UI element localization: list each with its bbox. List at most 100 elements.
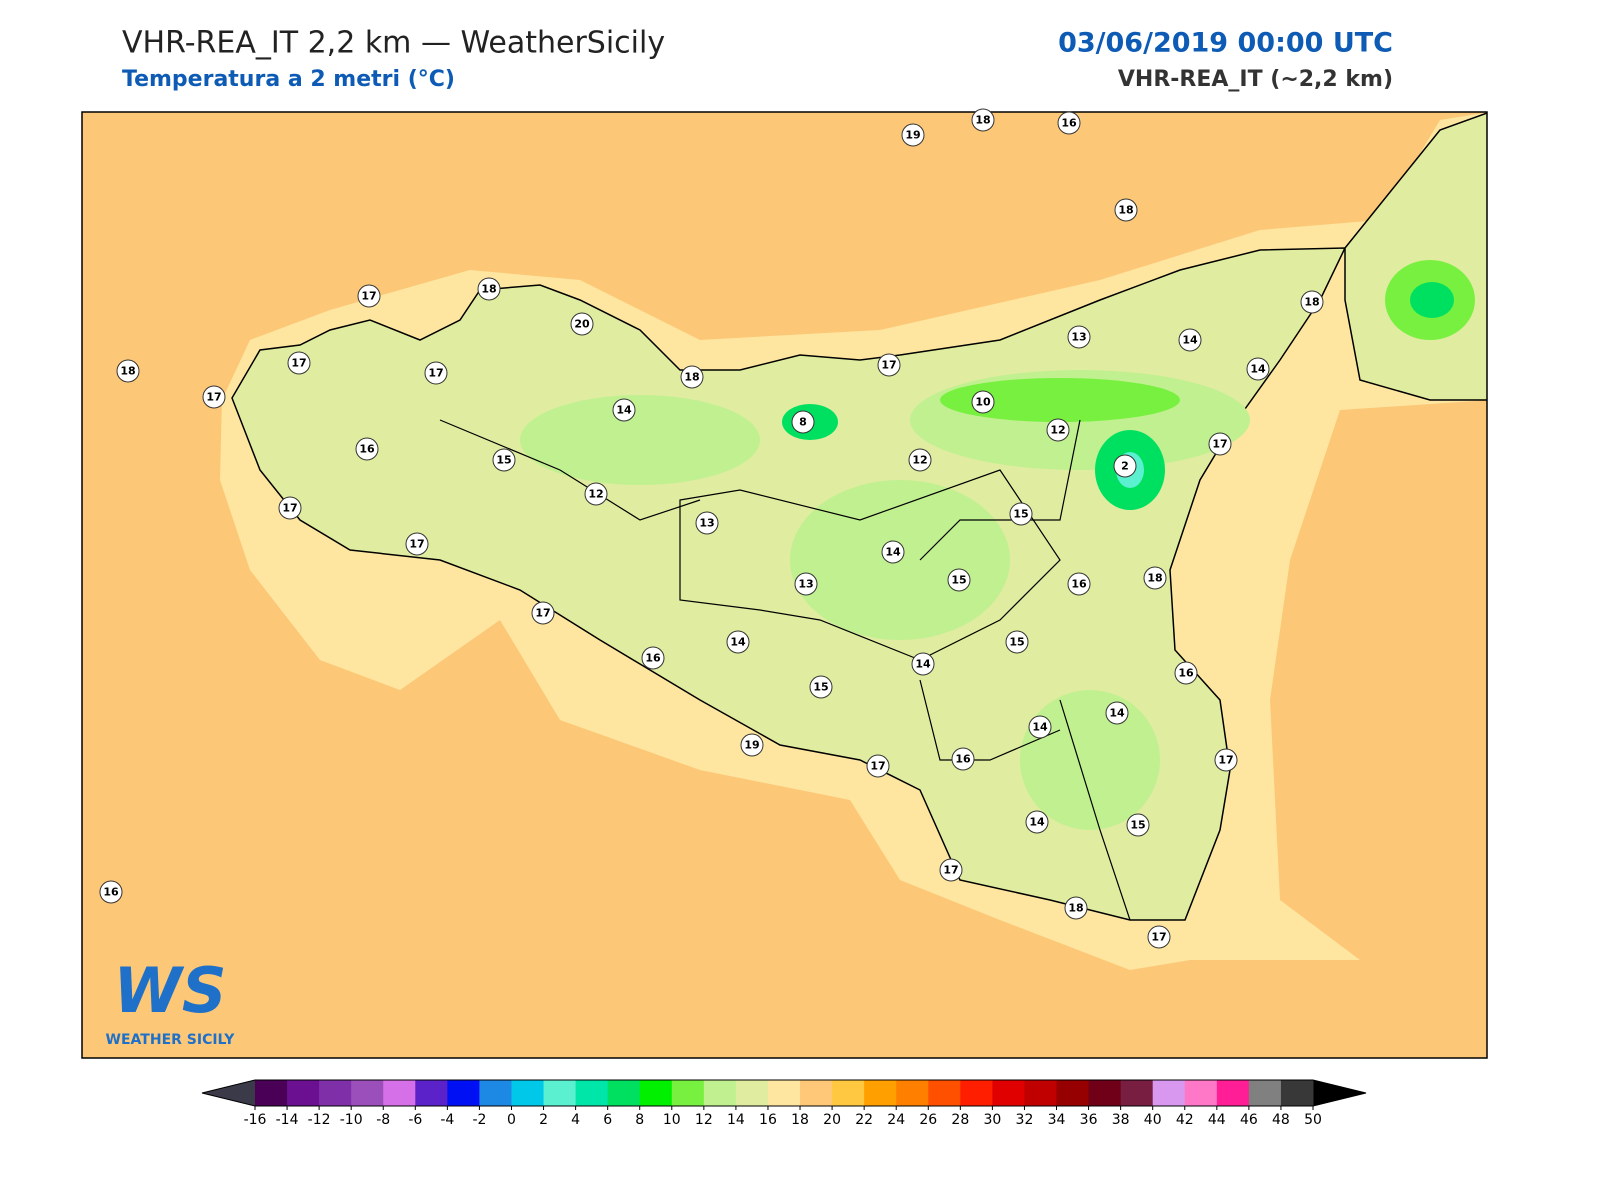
colorbar-tick-label: -2 [472,1112,486,1128]
station: 2 [1113,454,1137,478]
station-marker [866,754,890,778]
station: 14 [1028,715,1052,739]
station-marker [1246,357,1270,381]
station-value: 19 [744,739,759,752]
station-marker [584,482,608,506]
station-marker [1009,502,1033,526]
stations: 19 18 16 18 17 18 20 18 17 17 17 18 17 13 14 18 14 14 8 10 1… [99,108,1324,949]
station-value: 18 [1118,204,1133,217]
station-marker [901,123,925,147]
station-marker [357,284,381,308]
colorbar-tick-label: 16 [759,1112,777,1128]
station-marker [1113,454,1137,478]
station-marker [287,351,311,375]
colorbar-tick-label: 8 [635,1112,644,1128]
colorbar-cell [896,1080,929,1106]
colorbar-tick-label: 4 [571,1112,580,1128]
station-marker [531,601,555,625]
station: 18 [680,365,704,389]
station: 14 [726,630,750,654]
station: 17 [877,353,901,377]
station: 17 [1208,432,1232,456]
colorbar-tick-label: -6 [408,1112,422,1128]
station-value: 17 [1218,754,1233,767]
colorbar-cell [1088,1080,1122,1106]
station: 17 [1147,925,1171,949]
station: 13 [1067,325,1091,349]
colorbar-tick-label: 14 [727,1112,745,1128]
colorbar-cell [671,1080,705,1106]
station: 18 [1300,290,1324,314]
station: 10 [971,390,995,414]
station: 16 [355,437,379,461]
station-marker [1028,715,1052,739]
station-marker [492,448,516,472]
colorbar-tick-label: -10 [340,1112,363,1128]
station-value: 16 [1178,667,1194,680]
station-marker [99,880,123,904]
station: 17 [287,351,311,375]
colorbar-tick-label: 18 [791,1112,809,1128]
station-value: 12 [912,454,927,467]
subtitle: Temperatura a 2 metri (°C) [122,67,455,92]
station-marker [355,437,379,461]
station-marker [971,108,995,132]
station: 14 [612,398,636,422]
station-marker [809,675,833,699]
station-marker [794,572,818,596]
station: 20 [570,312,594,336]
map-area [81,111,1488,1059]
station-marker [424,361,448,385]
colorbar-tick-label: 48 [1272,1112,1290,1128]
station-marker [971,390,995,414]
station-value: 15 [951,574,966,587]
station-marker [1067,572,1091,596]
station: 17 [866,754,890,778]
station: 17 [939,858,963,882]
colorbar-cell [1184,1080,1218,1106]
colorbar-tick-label: 36 [1080,1112,1098,1128]
station-marker [726,630,750,654]
cool-zone [1410,282,1454,318]
station-value: 16 [1061,117,1077,130]
station: 18 [1143,566,1167,590]
station: 17 [202,385,226,409]
station-value: 18 [975,114,990,127]
colorbar-tick-label: 42 [1176,1112,1194,1128]
station-value: 17 [291,357,306,370]
colorbar-cell [1248,1080,1282,1106]
station-marker [791,410,815,434]
colorbar-tick-label: 40 [1144,1112,1162,1128]
colorbar-cell [447,1080,480,1106]
colorbar-tick-label: 10 [663,1112,681,1128]
station: 18 [116,359,140,383]
station-marker [1067,325,1091,349]
station: 14 [1246,357,1270,381]
station-value: 18 [1147,572,1162,585]
colorbar-tick-label: 34 [1048,1112,1066,1128]
station-marker [477,277,501,301]
station: 12 [908,448,932,472]
colorbar-tick-label: 20 [823,1112,841,1128]
colorbar-tick-label: 38 [1112,1112,1130,1128]
station-value: 17 [1151,931,1166,944]
station-marker [740,733,764,757]
station-value: 16 [955,753,971,766]
station-marker [1147,925,1171,949]
station-marker [1057,111,1081,135]
station: 16 [951,747,975,771]
station: 8 [791,410,815,434]
station-marker [1143,566,1167,590]
colorbar-cell [1120,1080,1154,1106]
colorbar-cell [319,1080,352,1106]
station-value: 10 [975,396,991,409]
station-value: 8 [799,416,807,429]
station-marker [951,747,975,771]
station-value: 14 [915,658,931,671]
station-value: 16 [359,443,375,456]
station: 13 [695,511,719,535]
colorbar-cell [255,1080,288,1106]
date: 03/06/2019 00:00 UTC [1058,28,1393,59]
